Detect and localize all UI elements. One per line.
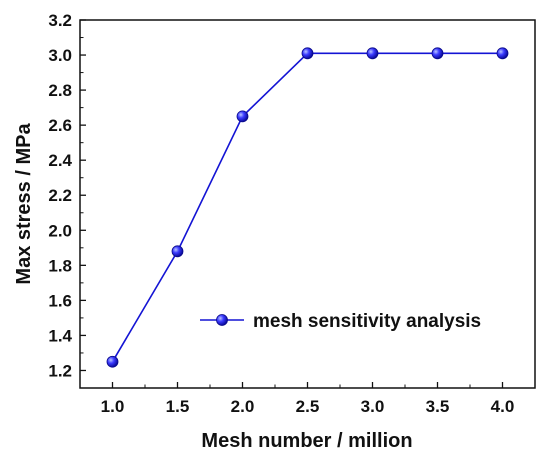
data-point [366,47,379,60]
y-tick-label: 2.2 [48,186,72,205]
legend-marker [216,314,228,326]
y-tick-label: 3.2 [48,11,72,30]
x-tick-label: 2.5 [296,397,320,416]
x-tick-label: 3.5 [426,397,450,416]
x-axis-ticks: 1.0 1.5 2.0 2.5 3.0 3.5 4.0 [101,382,515,416]
y-axis-ticks: 1.2 1.4 1.6 1.8 2.0 2.2 2.4 2.6 2.8 3.0 3.2 [48,11,86,380]
y-tick-label: 2.6 [48,116,72,135]
x-tick-label: 4.0 [491,397,515,416]
series-layer [106,47,509,368]
data-point [431,47,444,60]
x-tick-label: 2.0 [231,397,255,416]
data-point [301,47,314,60]
data-point [171,245,184,258]
x-tick-label: 3.0 [361,397,385,416]
x-tick-label: 1.0 [101,397,125,416]
data-point [236,110,249,123]
y-tick-label: 1.8 [48,256,72,275]
y-axis-title: Max stress / MPa [13,123,35,285]
legend: mesh sensitivity analysis [200,311,481,332]
y-tick-label: 1.6 [48,291,72,310]
y-tick-label: 3.0 [48,46,72,65]
data-point [496,47,509,60]
plot-frame [79,19,536,389]
x-tick-label: 1.5 [166,397,190,416]
y-tick-label: 1.2 [48,361,72,380]
y-tick-label: 2.4 [48,151,72,170]
y-tick-label: 2.0 [48,221,72,240]
data-point [106,355,119,368]
y-tick-label: 1.4 [48,326,72,345]
y-tick-label: 2.8 [48,81,72,100]
legend-label: mesh sensitivity analysis [253,311,481,332]
x-axis-title: Mesh number / million [201,430,412,452]
